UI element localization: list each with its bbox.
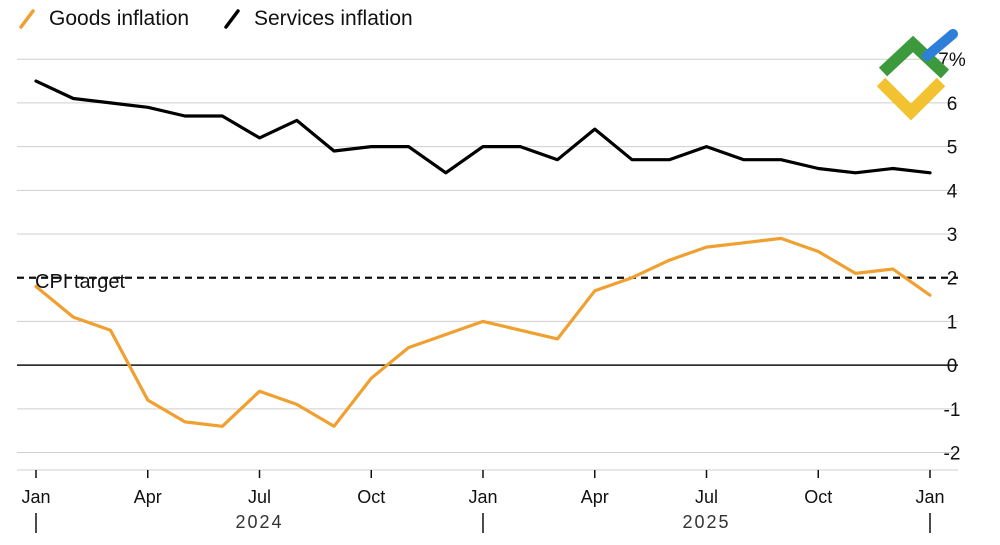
x-axis-ticks: Jan Apr Jul Oct Jan Apr Jul Oct Jan — [17, 469, 958, 533]
grid-lines — [17, 58, 958, 454]
goods-inflation-line — [34, 236, 932, 428]
cpi-target-label: CPI target — [35, 271, 125, 293]
y-tick-label: 2 — [947, 269, 958, 290]
x-tick-label: Jul — [248, 487, 271, 507]
legend-services-swatch — [224, 9, 240, 29]
legend-goods-swatch — [19, 9, 35, 29]
year-label: 2025 — [682, 512, 730, 532]
legend: Goods inflation Services inflation — [19, 7, 413, 30]
legend-goods: Goods inflation — [19, 7, 189, 30]
y-tick-label: 0 — [947, 356, 958, 377]
year-labels: 2024 2025 — [235, 512, 730, 532]
x-tick-label: Apr — [134, 487, 162, 507]
legend-goods-label: Goods inflation — [49, 7, 189, 30]
y-tick-label: -1 — [944, 400, 961, 421]
year-label: 2024 — [235, 512, 283, 532]
x-tick-label: Oct — [804, 487, 832, 507]
logo-yellow-chevron — [876, 77, 946, 121]
series-lines — [34, 79, 932, 428]
cpi-target-reference: CPI target — [17, 271, 958, 293]
x-tick-label: Jan — [21, 487, 50, 507]
x-tick-label: Apr — [581, 487, 609, 507]
x-tick-label: Oct — [357, 487, 385, 507]
logo-green-chevron — [878, 35, 950, 79]
y-tick-label: 5 — [947, 138, 958, 159]
services-inflation-line — [34, 79, 932, 175]
x-tick-label: Jan — [468, 487, 497, 507]
legend-services: Services inflation — [224, 7, 413, 30]
y-tick-label: 4 — [947, 181, 958, 202]
y-tick-label: 1 — [947, 312, 958, 333]
logo-blue-stroke — [922, 29, 958, 61]
x-tick-label: Jul — [695, 487, 718, 507]
legend-services-label: Services inflation — [254, 7, 413, 30]
brand-logo — [876, 29, 958, 121]
y-tick-label: -2 — [944, 444, 961, 465]
y-tick-label: 3 — [947, 225, 958, 246]
x-tick-label: Jan — [915, 487, 944, 507]
y-tick-label: 6 — [947, 94, 958, 115]
